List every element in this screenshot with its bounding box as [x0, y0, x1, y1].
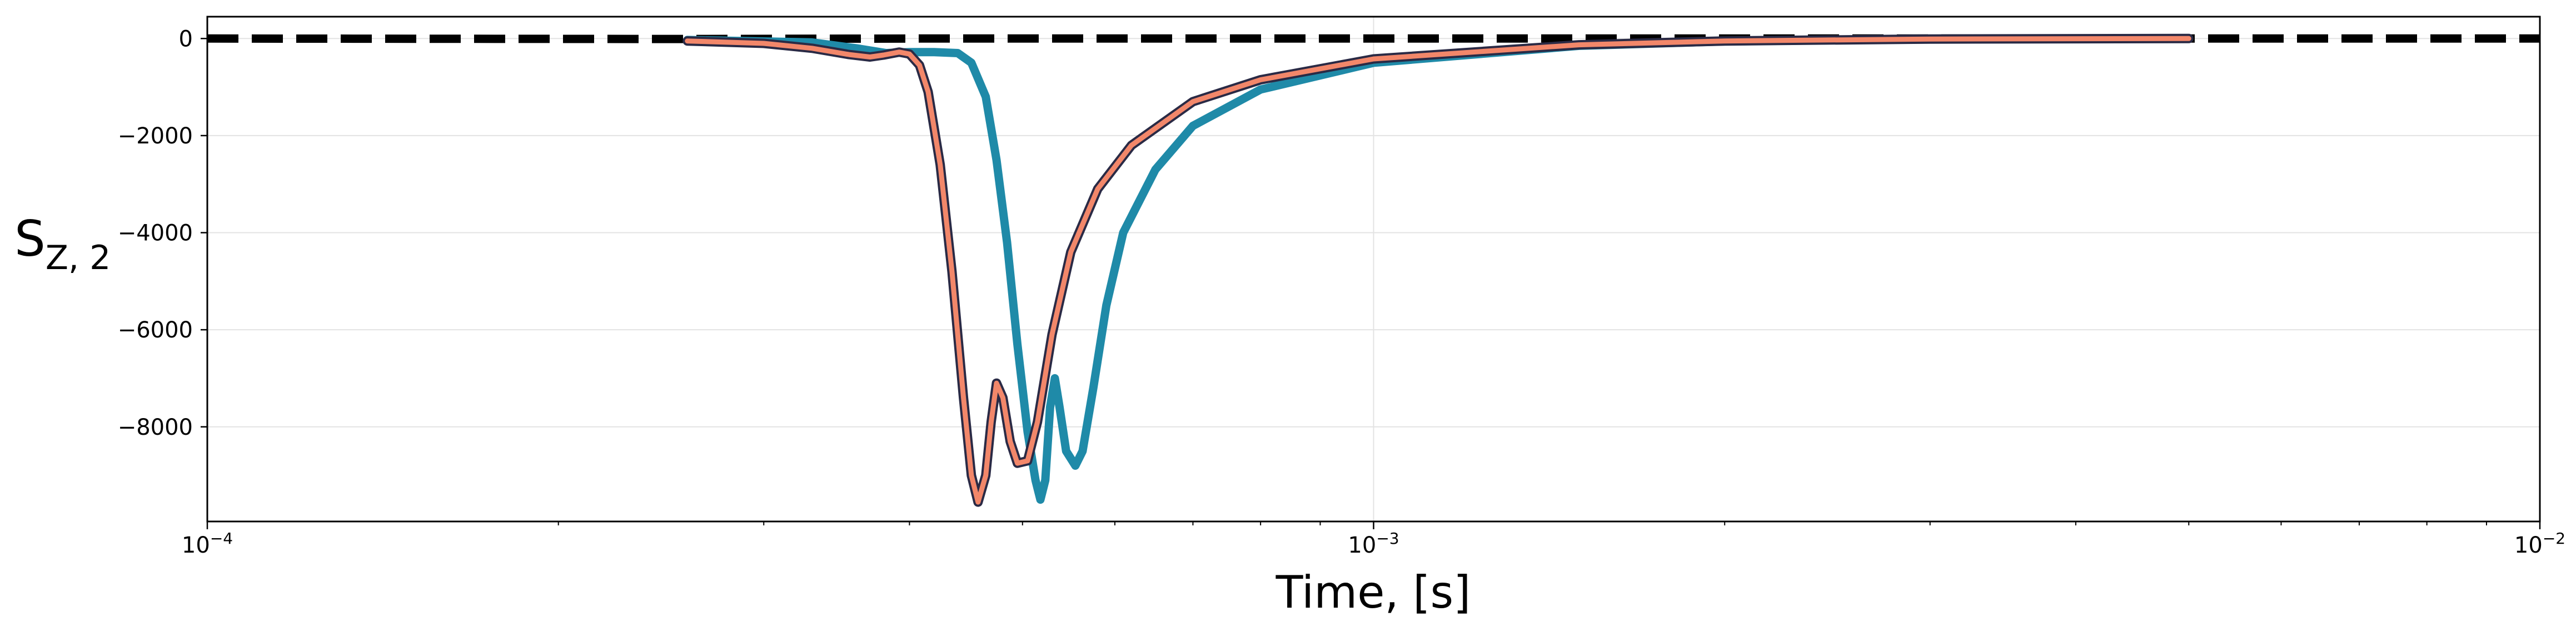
series-line-2	[683, 34, 2193, 504]
series-line-4	[685, 36, 2191, 505]
x-tick-label: 10−3	[1348, 529, 1399, 558]
y-tick-label: −2000	[118, 123, 193, 149]
y-axis-label-subscript: Z, 2	[46, 239, 111, 277]
y-tick-label: −6000	[118, 317, 193, 343]
series-line-1	[207, 34, 2540, 43]
x-tick-label: 10−2	[2514, 529, 2565, 558]
x-axis-label: Time, [s]	[1275, 567, 1471, 618]
x-tick-label: 10−4	[182, 529, 233, 558]
y-axis-label: SZ, 2	[14, 210, 111, 277]
y-tick-label: −4000	[118, 221, 193, 246]
series-group	[207, 33, 2540, 507]
x-axis: 10−4 10−3 10−2	[182, 521, 2565, 558]
y-tick-label: −8000	[118, 415, 193, 440]
y-tick-label: 0	[179, 26, 193, 52]
y-axis: 0 −2000 −4000 −6000 −8000	[118, 26, 207, 440]
